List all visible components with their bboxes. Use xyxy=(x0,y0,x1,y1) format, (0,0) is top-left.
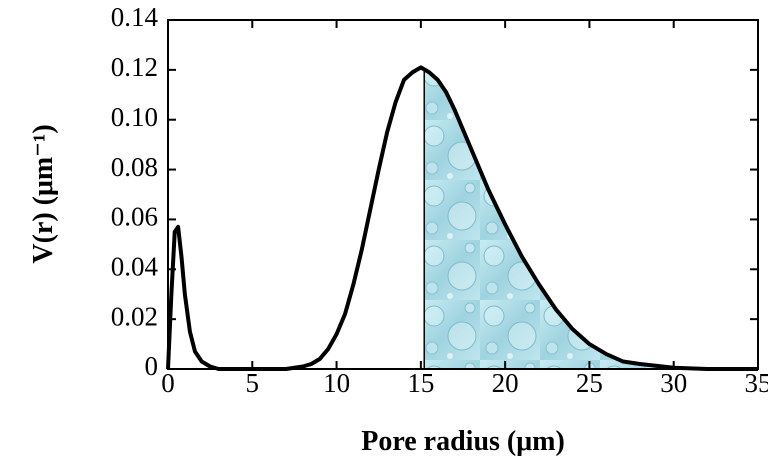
y-axis-label: V(r) (μm⁻¹) xyxy=(28,124,59,263)
y-tick-label: 0 xyxy=(145,351,159,381)
shade-tint xyxy=(424,20,758,369)
x-tick-label: 5 xyxy=(246,368,260,398)
x-tick-label: 10 xyxy=(323,368,350,398)
shaded-area xyxy=(424,69,758,369)
y-tick-label: 0.04 xyxy=(111,251,159,281)
y-tick-label: 0.08 xyxy=(111,152,158,182)
x-tick-label: 20 xyxy=(492,368,519,398)
x-tick-label: 35 xyxy=(745,368,768,398)
y-tick-label: 0.02 xyxy=(111,301,158,331)
x-tick-label: 0 xyxy=(161,368,175,398)
y-tick-label: 0.10 xyxy=(111,102,158,132)
x-tick-label: 15 xyxy=(407,368,434,398)
x-tick-label: 30 xyxy=(660,368,687,398)
x-tick-label: 25 xyxy=(576,368,603,398)
x-axis-label: Pore radius (μm) xyxy=(361,426,565,457)
y-tick-label: 0.14 xyxy=(111,2,159,32)
data-line xyxy=(166,65,758,371)
plot-frame xyxy=(167,19,759,370)
y-tick-label: 0.12 xyxy=(111,52,158,82)
y-tick-label: 0.06 xyxy=(111,202,158,232)
